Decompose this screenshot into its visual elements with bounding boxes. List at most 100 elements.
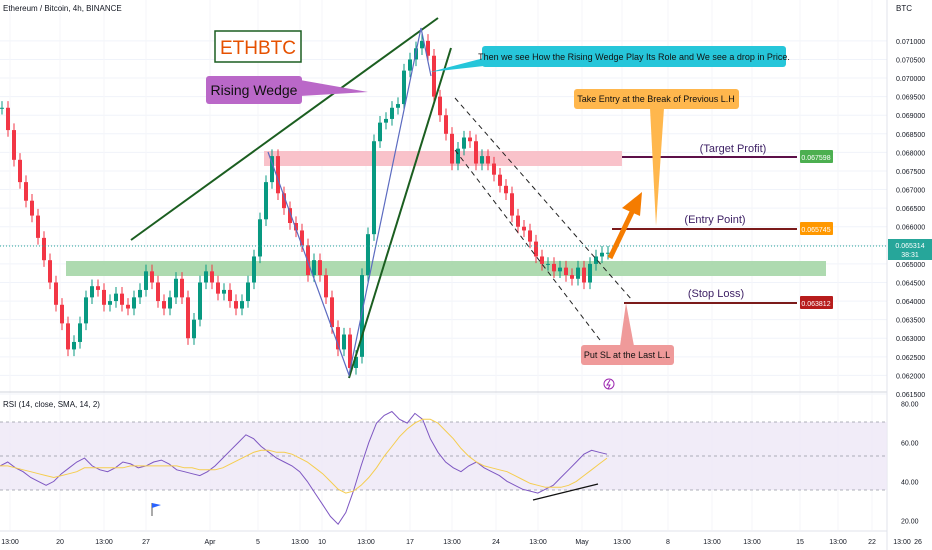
currency-label: BTC xyxy=(896,4,912,13)
sl-note-text: Put SL at the Last L.L xyxy=(584,350,670,360)
candle-body xyxy=(444,115,448,134)
candle-body xyxy=(438,96,442,116)
time-tick-label: 13:00 xyxy=(893,539,911,546)
candle-body xyxy=(216,282,220,294)
arrow-shaft xyxy=(607,208,636,260)
candle-body xyxy=(138,289,142,298)
candle-body xyxy=(186,297,190,339)
candle-body xyxy=(324,275,328,298)
candle-body xyxy=(258,219,262,257)
candle-body xyxy=(504,185,508,194)
price-tick-label: 0.069500 xyxy=(896,95,925,102)
candle-body xyxy=(120,293,124,305)
time-tick-label: 10 xyxy=(318,539,326,546)
candle-body xyxy=(348,334,352,368)
time-tick-label: 13:00 xyxy=(291,539,309,546)
stop-price-tag xyxy=(800,296,833,309)
candle-body xyxy=(474,141,478,164)
price-tick-label: 0.061500 xyxy=(896,392,925,399)
candle-body xyxy=(606,252,610,254)
candle-body xyxy=(480,156,484,164)
flag-icon[interactable] xyxy=(152,503,161,508)
candle-body xyxy=(468,137,472,142)
ticker-box xyxy=(214,30,302,63)
time-tick-label: 13:00 xyxy=(443,539,461,546)
time-tick-label: 13:00 xyxy=(703,539,721,546)
current-price-tag-text: 0.065314 xyxy=(895,243,924,250)
stop-loss-label: (Stop Loss) xyxy=(688,288,744,300)
candle-body xyxy=(132,297,136,309)
candle-body xyxy=(426,40,430,56)
price-tick-label: 0.065000 xyxy=(896,262,925,269)
candle-body xyxy=(60,304,64,324)
price-tick-label: 0.067000 xyxy=(896,188,925,195)
time-tick-label: Apr xyxy=(205,539,217,546)
candle-body xyxy=(222,289,226,294)
candle-body xyxy=(234,301,238,309)
entry-point-label: (Entry Point) xyxy=(684,214,745,226)
candle-body xyxy=(42,237,46,261)
candle-body xyxy=(600,252,604,257)
rsi-axis: 80.00 60.00 40.00 20.00 xyxy=(901,402,919,526)
candle-body xyxy=(156,282,160,302)
time-tick-label: 26 xyxy=(914,539,922,546)
time-tick-label: 13:00 xyxy=(529,539,547,546)
price-tick-label: 0.063000 xyxy=(896,336,925,343)
candle-body xyxy=(90,286,94,298)
candle-body xyxy=(354,356,358,368)
candle-body xyxy=(108,301,112,305)
price-tick-label: 0.071000 xyxy=(896,39,925,46)
candle-body xyxy=(126,304,130,309)
time-tick-label: 17 xyxy=(406,539,414,546)
candle-body xyxy=(522,226,526,231)
candle-body xyxy=(492,163,496,175)
candle-body xyxy=(540,256,544,264)
pattern-label-text: Rising Wedge xyxy=(211,82,298,98)
candle-body xyxy=(210,271,214,283)
candle-body xyxy=(420,40,424,49)
candle-body xyxy=(312,260,316,276)
candle-body xyxy=(486,156,490,164)
candle-body xyxy=(270,156,274,183)
candle-body xyxy=(168,297,172,309)
price-tick-label: 0.062000 xyxy=(896,373,925,380)
candle-body xyxy=(528,230,532,242)
lightning-icon[interactable] xyxy=(603,378,615,390)
candle-body xyxy=(534,241,538,257)
candle-body xyxy=(198,282,202,320)
price-tick-label: 0.064500 xyxy=(896,280,925,287)
candle-body xyxy=(288,208,292,224)
rsi-tick-label: 40.00 xyxy=(901,479,919,486)
entry-note-pointer xyxy=(650,108,664,226)
candle-body xyxy=(12,130,16,160)
candle-body xyxy=(264,182,268,220)
time-tick-label: 13:00 xyxy=(95,539,113,546)
stop-price-tag-text: 0.063812 xyxy=(801,301,830,308)
candle-body xyxy=(402,70,406,105)
time-axis[interactable]: 13:00 20 13:00 27 Apr 5 13:00 10 13:00 17 13:00 24 1… xyxy=(1,539,922,546)
candle-body xyxy=(24,182,28,201)
price-tick-label: 0.070000 xyxy=(896,76,925,83)
price-tick-label: 0.066500 xyxy=(896,206,925,213)
time-tick-label: 13:00 xyxy=(613,539,631,546)
candle-body xyxy=(30,200,34,216)
candle-body xyxy=(372,141,376,235)
candle-body xyxy=(336,327,340,350)
target-profit-label: (Target Profit) xyxy=(700,143,767,155)
candle-body xyxy=(72,341,76,350)
rsi-tick-label: 80.00 xyxy=(901,402,919,409)
candle-body xyxy=(48,260,52,283)
candle-body xyxy=(564,267,568,276)
candle-body xyxy=(84,297,88,324)
resistance-zone xyxy=(264,151,622,166)
rsi-tick-label: 60.00 xyxy=(901,441,919,448)
price-tick-label: 0.068000 xyxy=(896,150,925,157)
symbol-title: Ethereum / Bitcoin, 4h, BINANCE xyxy=(3,4,122,13)
candle-body xyxy=(306,245,310,276)
time-tick-label: May xyxy=(575,539,589,546)
time-tick-label: 24 xyxy=(492,539,500,546)
candle-body xyxy=(246,282,250,302)
price-tick-label: 0.062500 xyxy=(896,355,925,362)
candle-body xyxy=(96,286,100,290)
